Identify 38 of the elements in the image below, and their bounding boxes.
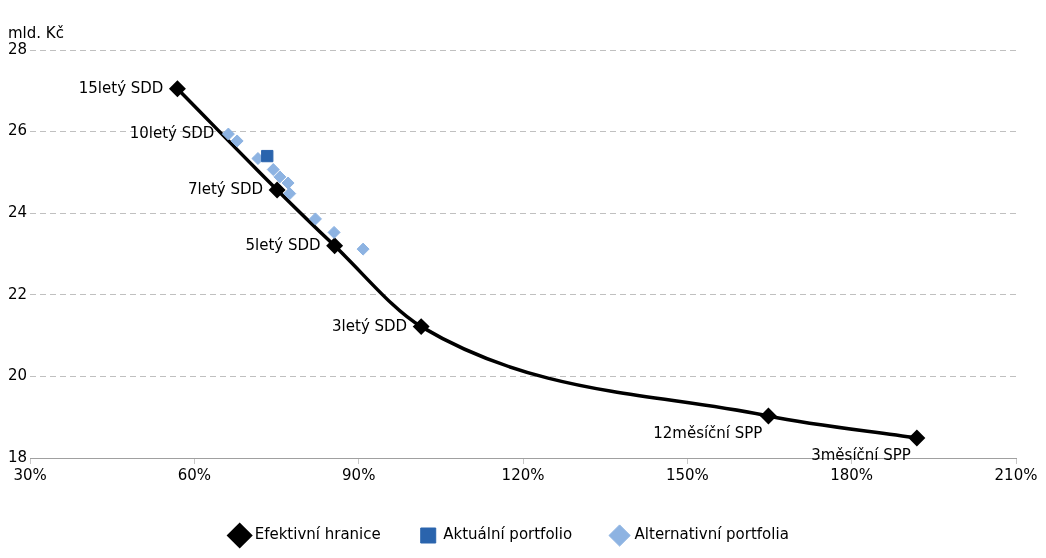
annotation: 15letý SDD	[78, 78, 164, 97]
legend-label: Efektivní hranice	[254, 525, 381, 544]
annotation: 7letý SDD	[188, 179, 264, 198]
point	[326, 238, 343, 254]
annotation: 10letý SDD	[129, 123, 215, 142]
point	[266, 163, 280, 177]
x-tick-label: 180%	[830, 465, 874, 484]
point	[413, 318, 429, 335]
legend-label: Aktuální portfolio	[443, 525, 573, 544]
x-tick-label: 120%	[501, 465, 545, 484]
x-tick-label: 30%	[13, 465, 47, 484]
point	[327, 225, 341, 239]
point	[356, 242, 370, 256]
point	[273, 170, 287, 184]
annotation: 3měsíční SPP	[811, 445, 911, 464]
annotation: 12měsíční SPP	[653, 423, 763, 442]
point	[281, 176, 295, 190]
y-tick-label: 20	[7, 366, 28, 385]
point	[760, 408, 777, 424]
x-tick-label: 210%	[994, 465, 1038, 484]
point	[909, 430, 925, 446]
annotation: 3letý SDD	[332, 316, 408, 335]
y-tick-label: 26	[7, 121, 28, 140]
x-tick-label: 60%	[177, 465, 212, 484]
point	[169, 81, 186, 97]
y-tick-label: 18	[7, 447, 28, 466]
y-tick-label: 22	[7, 284, 28, 303]
point	[261, 149, 274, 163]
legend-label: Alternativní portfolia	[634, 525, 789, 544]
point	[283, 187, 297, 201]
point	[308, 212, 322, 226]
point	[230, 134, 244, 148]
point	[269, 182, 285, 198]
point	[221, 127, 235, 141]
x-tick-label: 150%	[665, 465, 709, 484]
y-tick-label: 24	[7, 203, 28, 222]
x-tick-label: 90%	[342, 465, 376, 484]
annotation: 5letý SDD	[245, 235, 321, 254]
